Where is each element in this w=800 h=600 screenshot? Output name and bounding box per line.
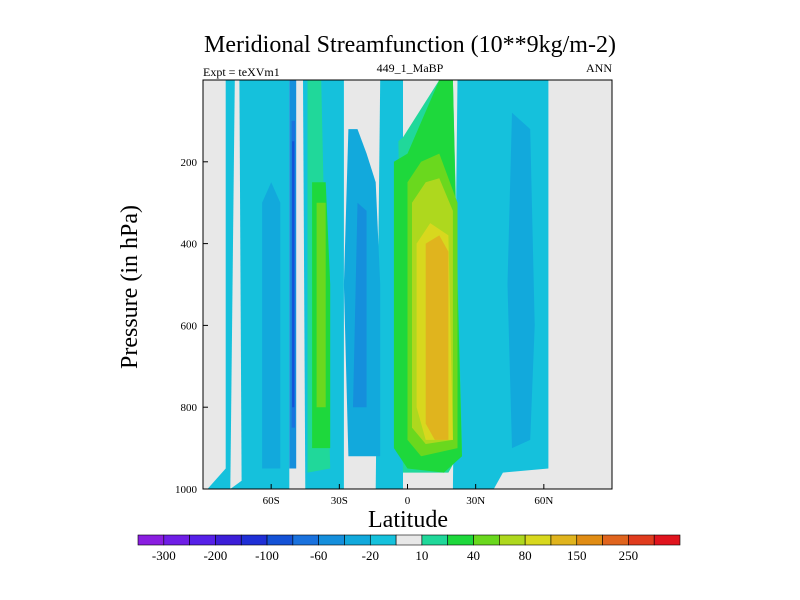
x-tick-label: 60S: [263, 495, 280, 507]
plot-area: 60S 30S 0 30N 60N 200 400 600 800 1000: [175, 79, 613, 507]
colorbar-swatch: [499, 534, 526, 546]
y-axis-ticks: 200 400 600 800 1000: [175, 157, 208, 496]
y-tick-label: 200: [181, 157, 198, 169]
colorbar-swatch: [421, 534, 449, 546]
colorbar-label: -100: [255, 548, 279, 563]
colorbar-swatch: [318, 534, 345, 546]
colorbar-label: 40: [467, 548, 480, 563]
x-axis-label: Latitude: [368, 507, 448, 533]
colorbar-swatch: [628, 534, 655, 546]
colorbar-label: -300: [152, 548, 176, 563]
colorbar-swatch: [137, 534, 165, 546]
colorbar-swatch: [395, 534, 423, 546]
colorbar-label: 250: [619, 548, 639, 563]
colorbar-swatch: [653, 534, 681, 546]
colorbar-swatch: [550, 534, 578, 546]
colorbar-label: 10: [415, 548, 428, 563]
x-tick-label: 0: [405, 495, 411, 507]
chart-title: Meridional Streamfunction (10**9kg/m-2): [204, 32, 616, 58]
experiment-label: Expt = teXVm1: [203, 65, 280, 79]
colorbar-swatch: [189, 534, 216, 546]
contour-region: [425, 235, 449, 440]
contour-region: [207, 80, 226, 489]
colorbar-label: -20: [362, 548, 379, 563]
colorbar-swatch: [292, 534, 319, 546]
colorbar-swatch: [447, 534, 474, 546]
colorbar-swatch: [602, 534, 629, 546]
contour-region: [507, 112, 535, 449]
colorbar-swatch: [215, 534, 242, 546]
contour-region: [230, 80, 242, 489]
y-tick-label: 400: [181, 239, 198, 251]
period-label: 449_1_MaBP: [377, 61, 444, 75]
x-tick-label: 30N: [466, 495, 485, 507]
colorbar-swatch: [473, 534, 500, 546]
colorbar-swatch: [344, 534, 371, 546]
colorbar-label: 80: [519, 548, 532, 563]
x-tick-label: 60N: [534, 495, 553, 507]
colorbar-swatch: [240, 534, 268, 546]
contour-region: [262, 182, 281, 469]
contour-region: [353, 202, 367, 408]
y-axis-label: Pressure (in hPa): [117, 205, 143, 369]
season-label: ANN: [586, 61, 612, 75]
contour-region: [292, 141, 295, 408]
contour-region: [316, 202, 326, 408]
y-tick-label: 1000: [175, 484, 198, 496]
colorbar-swatch: [266, 534, 294, 546]
contour-fills: [207, 80, 549, 489]
colorbar-label: 150: [567, 548, 587, 563]
colorbar-swatch: [369, 534, 397, 546]
colorbar-label: -60: [310, 548, 327, 563]
y-tick-label: 600: [181, 320, 198, 332]
x-axis-ticks: 60S 30S 0 30N 60N: [263, 484, 553, 507]
contour-region: [452, 80, 549, 489]
x-tick-label: 30S: [331, 495, 348, 507]
colorbar: -300 -200 -100 -60 -20 10 40 80 150 250: [137, 534, 681, 563]
colorbar-label: -200: [203, 548, 227, 563]
colorbar-swatch: [163, 534, 190, 546]
colorbar-swatch: [524, 534, 552, 546]
colorbar-swatch: [576, 534, 603, 546]
y-tick-label: 800: [181, 402, 198, 414]
